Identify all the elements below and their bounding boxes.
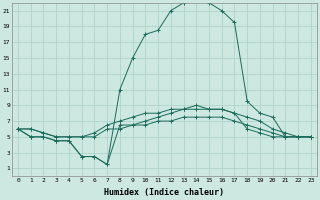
X-axis label: Humidex (Indice chaleur): Humidex (Indice chaleur) — [104, 188, 224, 197]
